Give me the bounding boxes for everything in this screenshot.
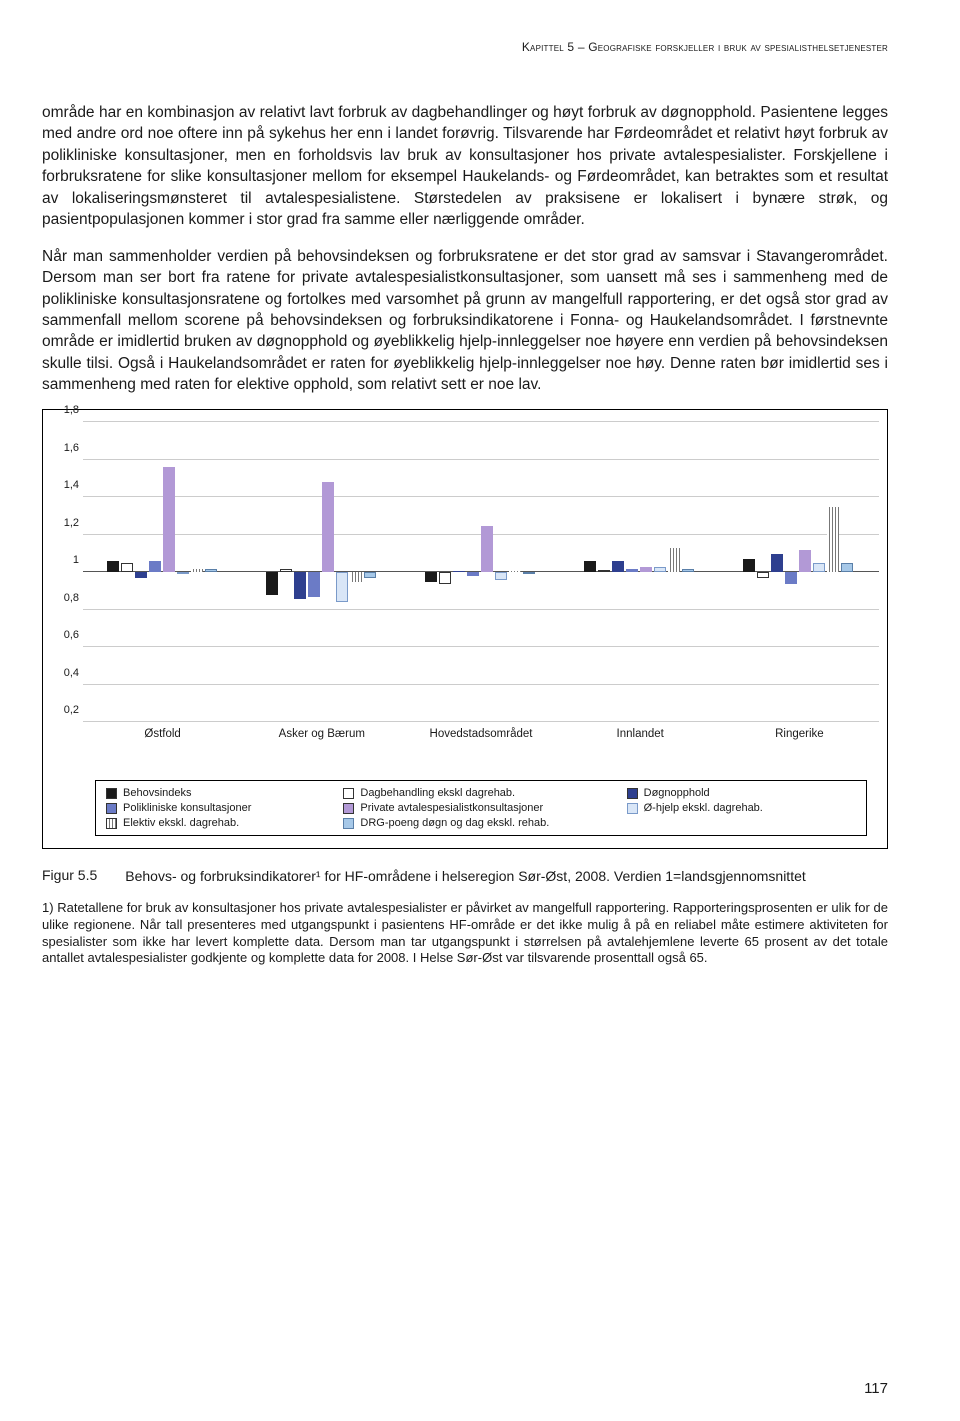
bar-dogn [294,572,306,598]
category-label: Asker og Bærum [242,728,401,740]
bar-dagbeh [280,569,292,573]
legend-swatch [106,803,117,814]
bar-group [561,422,720,722]
bar-dogn [135,572,147,578]
legend-item: Ø-hjelp ekskl. dagrehab. [627,802,856,814]
legend-swatch [106,818,117,829]
bar-group [83,422,242,722]
category-label: Østfold [83,728,242,740]
page-number: 117 [864,1380,888,1397]
chart-legend: Behovsindeks Dagbehandling ekskl dagrehab… [95,780,867,836]
bar-chart: 0,20,40,60,811,21,41,61,8 ØstfoldAsker o… [42,409,888,849]
bar-ohjelp [813,563,825,572]
bar-group [401,422,560,722]
legend-label: Polikliniske konsultasjoner [123,802,251,814]
y-tick-label: 0,2 [47,704,79,716]
legend-swatch [343,803,354,814]
legend-label: Dagbehandling ekskl dagrehab. [360,787,515,799]
y-tick-label: 1,2 [47,517,79,529]
legend-item: Polikliniske konsultasjoner [106,802,335,814]
legend-label: Ø-hjelp ekskl. dagrehab. [644,802,763,814]
legend-item: Døgnopphold [627,787,856,799]
bar-poli [149,561,161,572]
figure-caption: Behovs- og forbruksindikatorer¹ for HF-o… [125,867,888,886]
footnote-1: 1) Ratetallene for bruk av konsultasjone… [42,900,888,967]
bar-dagbeh [598,570,610,572]
bar-elektiv [191,569,203,573]
bar-elektiv [509,571,521,572]
bar-elektiv [668,548,680,572]
bar-ohjelp [336,572,348,602]
bar-priv [481,526,493,573]
legend-label: Elektiv ekskl. dagrehab. [123,817,239,829]
legend-swatch [106,788,117,799]
bar-drg [841,563,853,572]
legend-item: Behovsindeks [106,787,335,799]
category-label: Innlandet [561,728,720,740]
y-tick-label: 1,6 [47,442,79,454]
bar-dogn [771,554,783,573]
bar-elektiv [350,572,362,581]
bar-behov [107,561,119,572]
bar-behov [266,572,278,595]
y-tick-label: 0,6 [47,629,79,641]
bar-behov [743,559,755,572]
bar-dogn [453,571,465,572]
bar-dagbeh [439,572,451,583]
bar-ohjelp [177,572,189,574]
bar-priv [163,467,175,572]
bar-priv [322,482,334,572]
bar-dagbeh [757,572,769,578]
figure-label: Figur 5.5 [42,867,97,886]
legend-label: Døgnopphold [644,787,710,799]
legend-item: Private avtalespesialistkonsultasjoner [343,802,618,814]
legend-label: DRG-poeng døgn og dag ekskl. rehab. [360,817,549,829]
bar-behov [425,572,437,581]
bar-drg [523,572,535,574]
y-tick-label: 1 [47,554,79,566]
bar-dagbeh [121,563,133,572]
bar-group [242,422,401,722]
legend-label: Behovsindeks [123,787,192,799]
legend-swatch [343,788,354,799]
bar-poli [785,572,797,583]
bar-elektiv [827,507,839,573]
legend-swatch [627,788,638,799]
bar-priv [640,567,652,573]
bar-group [720,422,879,722]
paragraph-1: område har en kombinasjon av relativt la… [42,102,888,230]
y-tick-label: 0,4 [47,667,79,679]
legend-item: Elektiv ekskl. dagrehab. [106,817,335,829]
bar-drg [205,569,217,573]
bar-poli [467,572,479,576]
legend-swatch [343,818,354,829]
page-header: Kapittel 5 – Geografiske forskjeller i b… [42,40,888,54]
y-tick-label: 0,8 [47,592,79,604]
y-tick-label: 1,4 [47,479,79,491]
paragraph-2: Når man sammenholder verdien på behovsin… [42,246,888,396]
bar-poli [626,569,638,573]
bar-behov [584,561,596,572]
bar-priv [799,550,811,573]
bar-drg [364,572,376,578]
bar-dogn [612,561,624,572]
bar-poli [308,572,320,596]
legend-label: Private avtalespesialistkonsultasjoner [360,802,543,814]
bar-drg [682,569,694,573]
bar-ohjelp [654,567,666,573]
legend-swatch [627,803,638,814]
bar-ohjelp [495,572,507,580]
category-label: Ringerike [720,728,879,740]
legend-item: Dagbehandling ekskl dagrehab. [343,787,618,799]
legend-item: DRG-poeng døgn og dag ekskl. rehab. [343,817,618,829]
category-label: Hovedstadsområdet [401,728,560,740]
y-tick-label: 1,8 [47,404,79,416]
